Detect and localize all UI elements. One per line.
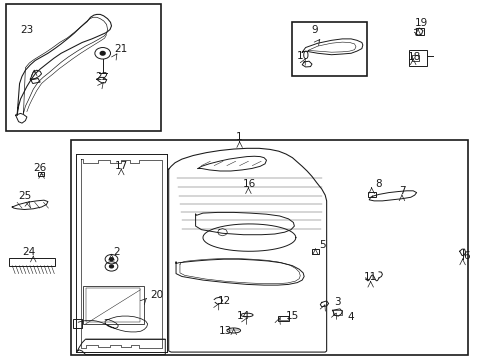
Circle shape — [109, 265, 113, 268]
Circle shape — [100, 51, 105, 55]
Bar — [415, 28, 424, 35]
Text: 18: 18 — [407, 52, 421, 62]
Text: 2: 2 — [113, 247, 120, 257]
Bar — [279, 316, 287, 320]
Text: 4: 4 — [347, 312, 354, 322]
Text: 17: 17 — [114, 161, 128, 171]
Text: 11: 11 — [363, 272, 377, 282]
Bar — [411, 55, 418, 61]
Bar — [85, 288, 140, 322]
Text: 19: 19 — [414, 18, 427, 28]
Bar — [83, 286, 144, 324]
Text: 22: 22 — [95, 72, 108, 82]
Bar — [408, 50, 427, 66]
Text: 9: 9 — [310, 24, 317, 35]
Bar — [38, 172, 44, 176]
Text: 10: 10 — [296, 51, 309, 61]
Text: 12: 12 — [217, 296, 230, 306]
Text: 1: 1 — [236, 132, 243, 142]
Text: 14: 14 — [236, 311, 250, 321]
Bar — [311, 249, 318, 254]
Bar — [332, 310, 342, 315]
Text: 16: 16 — [242, 179, 256, 189]
Bar — [9, 258, 55, 266]
Text: 8: 8 — [375, 179, 382, 189]
Text: 25: 25 — [18, 191, 31, 201]
Bar — [71, 140, 468, 355]
Bar — [277, 316, 289, 321]
Text: 7: 7 — [398, 186, 405, 196]
Text: 20: 20 — [150, 290, 163, 300]
Bar — [73, 319, 82, 328]
Text: 13: 13 — [219, 326, 232, 336]
Text: 26: 26 — [33, 163, 47, 174]
Bar — [367, 192, 375, 197]
Text: 5: 5 — [319, 240, 325, 250]
Text: 23: 23 — [20, 24, 34, 35]
Bar — [6, 4, 161, 131]
Circle shape — [109, 258, 113, 261]
Text: 6: 6 — [463, 251, 469, 261]
Bar — [292, 22, 366, 76]
Text: 15: 15 — [285, 311, 299, 321]
Text: 21: 21 — [114, 44, 128, 54]
Text: 24: 24 — [22, 247, 36, 257]
Text: 3: 3 — [333, 297, 340, 307]
